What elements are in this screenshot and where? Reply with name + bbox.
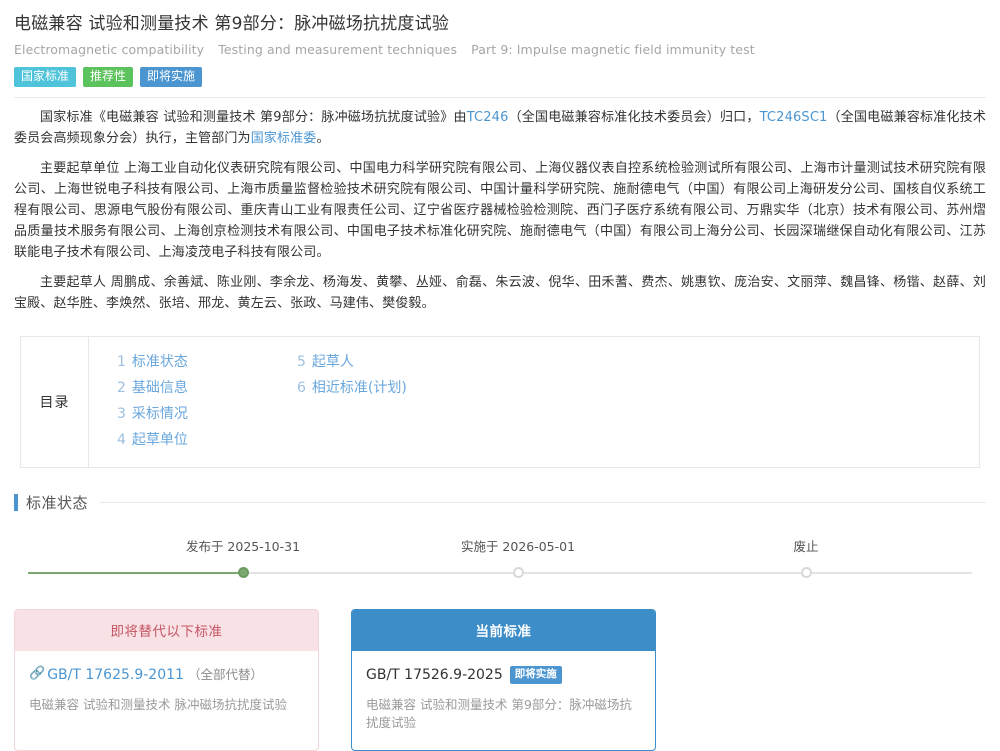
- paragraph-drafting-units: 主要起草单位 上海工业自动化仪表研究院有限公司、中国电力科学研究院有限公司、上海…: [14, 161, 986, 260]
- link-icon: 🔗: [29, 666, 46, 681]
- replaced-standard-note: （全部代替）: [187, 667, 263, 682]
- status-timeline: 发布于 2025-10-31 实施于 2026-05-01 废止: [14, 539, 986, 585]
- subtitle-part-2: Testing and measurement techniques: [218, 42, 458, 57]
- toc-num: 5: [297, 354, 306, 370]
- timeline-dot-icon: [512, 567, 524, 578]
- replaced-standard-code-row[interactable]: 🔗 GB/T 17625.9-2011 （全部代替）: [29, 665, 304, 685]
- subtitle-part-1: Electromagnetic compatibility: [14, 42, 205, 57]
- table-of-contents: 目录 1 标准状态 2 基础信息 3 采标情况 4 起草单位 5 起草人 6 相近标准(计划…: [20, 336, 980, 468]
- toc-item-drafters[interactable]: 5 起草人: [297, 349, 477, 375]
- header-divider: [14, 97, 986, 98]
- toc-item-label: 相近标准(计划): [311, 380, 407, 396]
- card-replaced-standard: 即将替代以下标准 🔗 GB/T 17625.9-2011 （全部代替） 电磁兼容…: [14, 609, 319, 751]
- intro-text-3: （全国电磁兼容标准化技术委员会高频现象分会）执行，主管部门为: [14, 110, 986, 146]
- badge-pending-implementation: 即将实施: [140, 67, 203, 87]
- toc-columns: 1 标准状态 2 基础信息 3 采标情况 4 起草单位 5 起草人 6 相近标准(计划): [89, 337, 979, 467]
- tag-row: 国家标准 推荐性 即将实施: [14, 67, 986, 87]
- link-tc246[interactable]: TC246: [466, 110, 509, 125]
- toc-item-label: 标准状态: [131, 354, 188, 370]
- timeline-node-label: 发布于 2025-10-31: [185, 539, 301, 554]
- timeline-node-label: 实施于 2026-05-01: [460, 539, 576, 554]
- timeline-dot-icon: [237, 567, 249, 578]
- badge-recommended: 推荐性: [83, 67, 134, 87]
- current-standard-code: GB/T 17526.9-2025: [366, 667, 503, 683]
- badge-pending-implementation: 即将实施: [509, 666, 562, 684]
- toc-item-adoption-status[interactable]: 3 采标情况: [117, 401, 297, 427]
- body-content: 国家标准《电磁兼容 试验和测量技术 第9部分：脉冲磁场抗扰度试验》由TC246（…: [0, 107, 1000, 314]
- toc-item-related-standards[interactable]: 6 相近标准(计划): [297, 375, 477, 401]
- replaced-standard-desc: 电磁兼容 试验和测量技术 脉冲磁场抗扰度试验: [29, 697, 287, 712]
- replaced-standard-code[interactable]: GB/T 17625.9-2011: [47, 667, 184, 683]
- link-tc246sc1[interactable]: TC246SC1: [759, 110, 828, 125]
- section-title: 标准状态: [26, 494, 89, 512]
- subtitle-part-3: Part 9: Impulse magnetic field immunity …: [471, 42, 755, 57]
- section-divider-line: [100, 502, 986, 503]
- timeline-node-effective: 实施于 2026-05-01: [418, 539, 618, 578]
- intro-text-4: 。: [316, 131, 330, 146]
- page-title: 电磁兼容 试验和测量技术 第9部分：脉冲磁场抗扰度试验: [14, 14, 450, 34]
- badge-national-standard: 国家标准: [14, 67, 77, 87]
- card-heading-current: 当前标准: [352, 610, 655, 651]
- toc-item-label: 起草单位: [131, 432, 188, 448]
- intro-text-2: （全国电磁兼容标准化技术委员会）归口，: [508, 110, 760, 125]
- card-body-current: GB/T 17526.9-2025 即将实施 电磁兼容 试验和测量技术 第9部分…: [352, 651, 655, 750]
- card-current-standard: 当前标准 GB/T 17526.9-2025 即将实施 电磁兼容 试验和测量技术…: [351, 609, 656, 751]
- paragraph-drafters: 主要起草人 周鹏成、余善斌、陈业刚、李余龙、杨海发、黄攀、丛娅、俞磊、朱云波、倪…: [14, 275, 986, 311]
- timeline-node-abolished: 废止: [706, 539, 906, 578]
- page-header: 电磁兼容 试验和测量技术 第9部分：脉冲磁场抗扰度试验 Electromagne…: [0, 0, 1000, 87]
- standard-relation-cards: 即将替代以下标准 🔗 GB/T 17625.9-2011 （全部代替） 电磁兼容…: [0, 609, 1000, 751]
- current-standard-desc: 电磁兼容 试验和测量技术 第9部分：脉冲磁场抗扰度试验: [366, 697, 632, 730]
- toc-item-label: 基础信息: [131, 380, 188, 396]
- toc-num: 1: [117, 354, 126, 370]
- intro-text-1: 国家标准《电磁兼容 试验和测量技术 第9部分：脉冲磁场抗扰度试验》由: [40, 110, 467, 125]
- link-sac[interactable]: 国家标准委: [250, 131, 317, 146]
- section-accent-bar: [14, 494, 18, 511]
- toc-column-1: 1 标准状态 2 基础信息 3 采标情况 4 起草单位: [117, 349, 297, 453]
- toc-item-label: 采标情况: [131, 406, 188, 422]
- toc-item-standard-status[interactable]: 1 标准状态: [117, 349, 297, 375]
- toc-num: 3: [117, 406, 126, 422]
- toc-item-drafting-units[interactable]: 4 起草单位: [117, 427, 297, 453]
- timeline-dot-icon: [800, 567, 812, 578]
- english-subtitle: Electromagnetic compatibility Testing an…: [14, 40, 986, 60]
- toc-item-basic-info[interactable]: 2 基础信息: [117, 375, 297, 401]
- toc-item-label: 起草人: [311, 354, 354, 370]
- current-standard-code-row: GB/T 17526.9-2025 即将实施: [366, 665, 641, 685]
- timeline-node-published: 发布于 2025-10-31: [143, 539, 343, 578]
- timeline-track: [28, 572, 972, 574]
- toc-label: 目录: [21, 337, 89, 467]
- timeline-track-progress: [28, 572, 243, 574]
- toc-num: 2: [117, 380, 126, 396]
- toc-column-2: 5 起草人 6 相近标准(计划): [297, 349, 477, 453]
- paragraph-intro: 国家标准《电磁兼容 试验和测量技术 第9部分：脉冲磁场抗扰度试验》由TC246（…: [14, 107, 986, 149]
- toc-num: 6: [297, 380, 306, 396]
- section-header-standard-status: 标准状态: [14, 492, 986, 513]
- card-heading-replaced: 即将替代以下标准: [15, 610, 318, 651]
- timeline-node-label: 废止: [793, 539, 819, 554]
- toc-num: 4: [117, 432, 126, 448]
- card-body-replaced: 🔗 GB/T 17625.9-2011 （全部代替） 电磁兼容 试验和测量技术 …: [15, 651, 318, 732]
